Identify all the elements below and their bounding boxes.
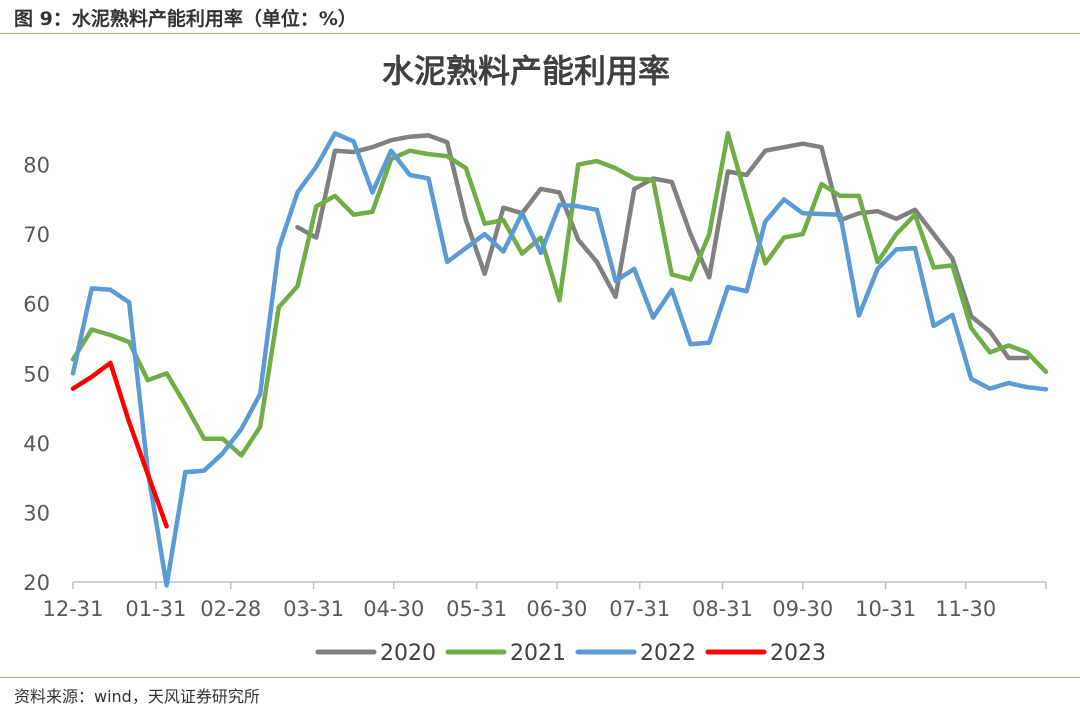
figure-caption: 图 9：水泥熟料产能利用率（单位：%）	[14, 8, 357, 30]
legend-label-2023: 2023	[770, 641, 826, 666]
legend-label-2021: 2021	[510, 641, 566, 666]
x-tick-label: 06-30	[526, 597, 587, 621]
x-tick-label: 04-30	[363, 597, 424, 621]
x-tick-label: 08-31	[692, 597, 753, 621]
series-line-2021	[70, 131, 1049, 458]
x-axis: 12-31 01-31 02-28 03-31 04-30 05-31 06-30 07-31…	[42, 581, 1047, 621]
series-layer	[70, 131, 1049, 588]
legend: 2020 2021 2022 2023	[315, 641, 826, 666]
top-divider	[0, 33, 1080, 34]
bottom-divider	[0, 677, 1080, 678]
y-tick-label: 50	[23, 362, 50, 386]
y-tick-label: 80	[23, 154, 50, 178]
series-line-2022	[70, 131, 1049, 588]
x-tick-label: 10-31	[855, 597, 916, 621]
x-tick-label: 05-31	[446, 597, 507, 621]
source-note: 资料来源：wind，天风证券研究所	[14, 687, 260, 706]
legend-label-2020: 2020	[380, 641, 436, 666]
y-tick-label: 60	[23, 293, 50, 317]
legend-label-2022: 2022	[640, 641, 696, 666]
x-tick-label: 02-28	[200, 597, 261, 621]
chart-title: 水泥熟料产能利用率	[382, 52, 670, 90]
y-tick-label: 40	[23, 432, 50, 456]
x-tick-label: 11-30	[935, 597, 996, 621]
x-tick-label: 03-31	[283, 597, 344, 621]
x-tick-label: 01-31	[125, 597, 186, 621]
series-line-2020	[295, 133, 1030, 361]
y-tick-label: 30	[23, 501, 50, 525]
y-axis: 20 30 40 50 60 70 80	[23, 154, 50, 595]
x-tick-label: 07-31	[609, 597, 670, 621]
y-tick-label: 20	[23, 571, 50, 595]
x-tick-label: 12-31	[42, 597, 103, 621]
series-line-2023	[70, 360, 169, 529]
y-tick-label: 70	[23, 223, 50, 247]
x-tick-label: 09-30	[772, 597, 833, 621]
